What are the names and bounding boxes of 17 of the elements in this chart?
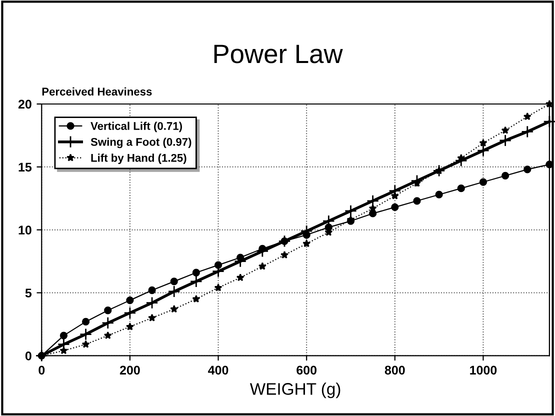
chart-title: Power Law xyxy=(214,44,343,64)
x-tick-label: 0 xyxy=(38,366,45,375)
y-axis-title: Perceived Heaviness xyxy=(42,87,152,96)
y-tick-label: 10 xyxy=(18,226,32,234)
y-tick-label: 0 xyxy=(25,351,32,360)
x-tick-label: 400 xyxy=(208,366,228,375)
y-tick-label: 5 xyxy=(25,288,32,298)
x-tick-label: 200 xyxy=(120,366,140,375)
x-tick-label: 600 xyxy=(296,366,316,375)
y-tick-label: 20 xyxy=(18,100,32,109)
y-tick-label: 15 xyxy=(18,162,32,172)
legend-label: Lift by Hand (1.25) xyxy=(91,154,186,164)
x-axis-title: WEIGHT (g) xyxy=(250,382,340,398)
legend-label: Vertical Lift (0.71) xyxy=(90,122,182,132)
x-tick-label: 1000 xyxy=(470,366,497,375)
legend-label: Swing a Foot (0.97) xyxy=(90,138,192,148)
x-tick-label: 800 xyxy=(384,366,405,375)
